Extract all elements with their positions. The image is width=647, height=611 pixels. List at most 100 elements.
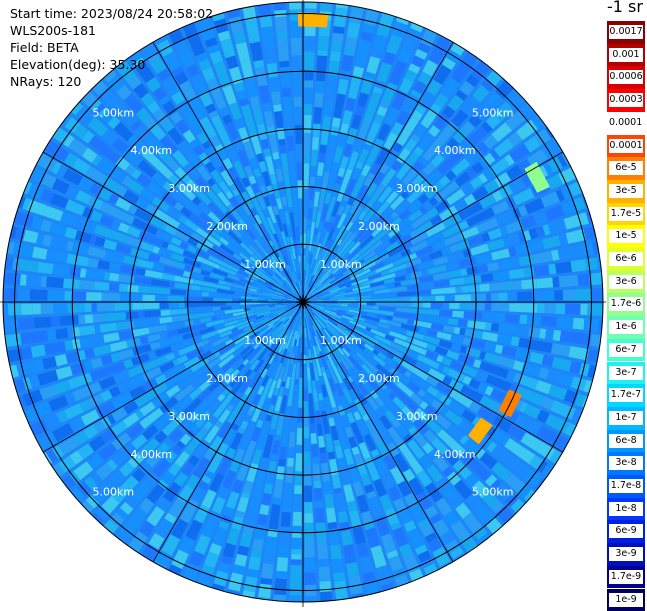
range-gate <box>288 150 294 156</box>
range-gate <box>295 125 302 144</box>
range-gate <box>266 536 277 544</box>
range-label: 5.00km <box>472 486 514 499</box>
range-gate <box>313 123 321 137</box>
range-gate <box>63 278 80 289</box>
range-gate <box>544 290 554 300</box>
scan-info: Start time: 2023/08/24 20:58:02 WLS200s-… <box>10 5 213 90</box>
range-gate <box>46 277 64 288</box>
range-gate <box>460 303 468 310</box>
range-gate <box>279 526 290 545</box>
range-gate <box>84 314 93 323</box>
range-gate <box>410 296 423 301</box>
range-gate <box>126 312 139 320</box>
range-gate <box>486 293 491 301</box>
range-gate <box>314 93 323 108</box>
range-label: 2.00km <box>206 220 248 233</box>
range-gate <box>126 321 135 329</box>
range-gate <box>485 322 492 330</box>
range-gate <box>305 573 316 585</box>
range-gate <box>315 500 324 509</box>
range-gate <box>304 163 310 180</box>
range-gate <box>282 499 291 513</box>
range-gate <box>471 294 486 301</box>
range-gate <box>548 264 556 275</box>
range-gate <box>501 282 507 290</box>
range-gate <box>79 280 94 290</box>
range-gate <box>559 275 579 287</box>
range-gate <box>449 303 460 309</box>
range-gate <box>93 314 105 323</box>
elevation: Elevation(deg): 35.30 <box>10 56 213 73</box>
range-gate <box>305 2 317 9</box>
range-gate <box>527 315 542 325</box>
colorbar-label: 1e-7 <box>609 411 643 425</box>
instrument-name: WLS200s-181 <box>10 22 213 39</box>
range-gate <box>273 104 282 112</box>
range-gate <box>317 541 328 560</box>
range-gate <box>315 81 325 93</box>
colorbar-label: 0.0001 <box>609 139 643 153</box>
range-gate <box>304 157 310 164</box>
range-gate <box>325 501 334 508</box>
range-gate <box>133 303 144 310</box>
range-gate <box>293 198 297 204</box>
range-label: 5.00km <box>93 106 135 119</box>
range-gate <box>47 330 57 341</box>
range-gate <box>292 538 302 550</box>
range-gate <box>331 41 343 52</box>
range-gate <box>202 297 213 301</box>
range-gate <box>544 303 555 313</box>
range-gate <box>573 318 585 330</box>
range-gate <box>18 289 30 301</box>
range-gate <box>318 559 329 567</box>
range-label: 3.00km <box>396 410 438 423</box>
range-gate <box>179 303 185 308</box>
range-gate <box>305 557 316 573</box>
range-gate <box>517 291 533 300</box>
range-gate <box>304 80 313 87</box>
range-gate <box>505 314 520 324</box>
range-gate <box>304 541 314 557</box>
colorbar-label: 6e-6 <box>609 252 643 266</box>
range-gate <box>289 578 301 596</box>
range-gate <box>489 313 496 321</box>
range-gate <box>51 316 61 327</box>
range-gate <box>258 584 271 599</box>
range-gate <box>304 181 309 189</box>
range-gate <box>351 302 360 304</box>
range-gate <box>20 332 31 344</box>
colorbar-swatch: 0.00017 <box>607 112 645 135</box>
range-gate <box>304 189 309 202</box>
range-label: 4.00km <box>130 144 172 157</box>
range-gate <box>489 282 501 291</box>
range-gate <box>284 113 292 128</box>
range-gate <box>296 445 302 453</box>
range-gate <box>278 459 285 467</box>
range-gate <box>218 302 226 305</box>
range-gate <box>97 303 115 311</box>
colorbar-swatch: 6e-7 <box>607 339 645 362</box>
colorbar-label: 1e-9 <box>609 593 643 607</box>
colorbar-label: 6e-9 <box>609 524 643 538</box>
range-gate <box>304 51 314 70</box>
range-gate <box>252 300 259 302</box>
range-gate <box>314 488 323 501</box>
range-gate <box>455 286 461 293</box>
range-gate <box>312 137 319 150</box>
range-gate <box>263 554 275 565</box>
colorbar-swatch: 6e-8 <box>607 430 645 453</box>
colorbar-label: 1.7e-8 <box>609 479 643 493</box>
range-gate <box>299 366 302 378</box>
colorbar-label: 1.7e-9 <box>609 570 643 584</box>
range-gate <box>79 303 84 312</box>
range-gate <box>521 279 537 289</box>
range-gate <box>592 288 603 300</box>
range-gate <box>304 88 313 105</box>
range-gate <box>498 293 507 301</box>
range-gate <box>556 317 573 329</box>
range-gate <box>281 512 291 527</box>
range-gate <box>202 292 209 296</box>
range-gate <box>144 303 160 309</box>
range-gate <box>485 303 492 311</box>
range-gate <box>73 291 87 300</box>
